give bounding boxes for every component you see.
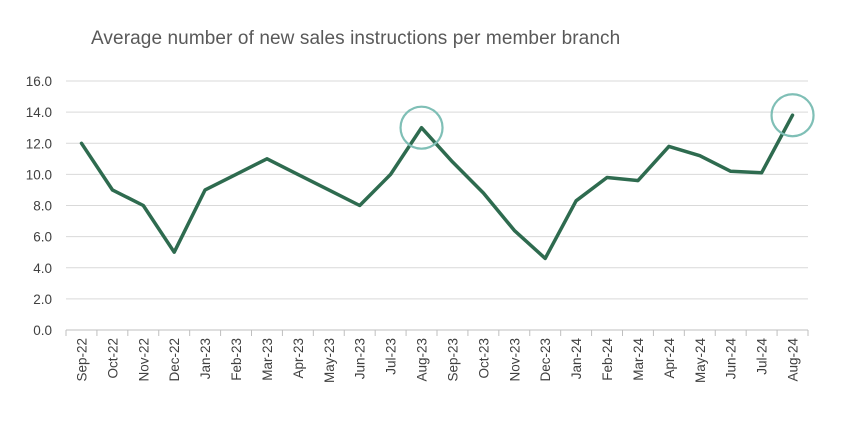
x-tick-label: Apr-23 <box>291 338 306 379</box>
x-tick-label: Jun-23 <box>353 338 368 379</box>
y-tick-label: 8.0 <box>33 199 52 214</box>
x-tick-label: Jan-24 <box>569 338 584 380</box>
highlight-circle <box>770 93 815 138</box>
y-tick-label: 14.0 <box>26 105 52 120</box>
x-tick-label: May-23 <box>322 338 337 383</box>
gridlines <box>66 80 808 300</box>
x-tick-label: Feb-23 <box>229 338 244 381</box>
y-tick-label: 6.0 <box>33 230 52 245</box>
x-tick-label: Jan-23 <box>198 338 213 379</box>
y-tick-label: 10.0 <box>26 167 52 182</box>
x-tick-label: Nov-23 <box>507 338 522 382</box>
x-tick-label: Dec-23 <box>538 338 553 382</box>
y-tick-label: 16.0 <box>26 74 52 89</box>
x-tick-label: May-24 <box>693 338 708 384</box>
x-tick-label: Dec-22 <box>167 338 182 382</box>
x-tick-label: Oct-22 <box>105 338 120 379</box>
x-tick-label: Sep-22 <box>74 338 89 382</box>
x-tick-label: Jul-24 <box>755 338 770 375</box>
y-tick-label: 4.0 <box>33 261 52 276</box>
x-tick-label: Feb-24 <box>600 338 615 381</box>
x-tick-label: Aug-24 <box>786 338 801 382</box>
x-axis <box>65 329 809 336</box>
x-tick-label: Apr-24 <box>662 338 677 379</box>
highlight-markers <box>399 93 815 150</box>
highlight-circle <box>399 105 444 150</box>
x-axis-labels: Sep-22 Oct-22 Nov-22 Dec-22 Jan-23 Feb-23 Mar-… <box>74 338 800 384</box>
x-tick-label: Jul-23 <box>384 338 399 375</box>
x-tick-label: Mar-24 <box>631 338 646 381</box>
x-tick-label: Jun-24 <box>724 338 739 380</box>
x-tick-label: Aug-23 <box>415 338 430 382</box>
series-line <box>79 113 795 261</box>
series-line-layer <box>79 113 795 261</box>
x-tick-label: Sep-23 <box>445 338 460 382</box>
y-tick-label: 2.0 <box>33 292 52 307</box>
y-tick-label: 0.0 <box>33 323 52 338</box>
y-axis-labels: 0.0 2.0 4.0 6.0 8.0 10.0 12.0 14.0 16.0 <box>26 74 52 338</box>
x-tick-label: Mar-23 <box>260 338 275 381</box>
x-tick-label: Oct-23 <box>476 338 491 379</box>
y-tick-label: 12.0 <box>26 136 52 151</box>
chart-title: Average number of new sales instructions… <box>91 28 621 49</box>
x-tick-label: Nov-22 <box>136 338 151 382</box>
